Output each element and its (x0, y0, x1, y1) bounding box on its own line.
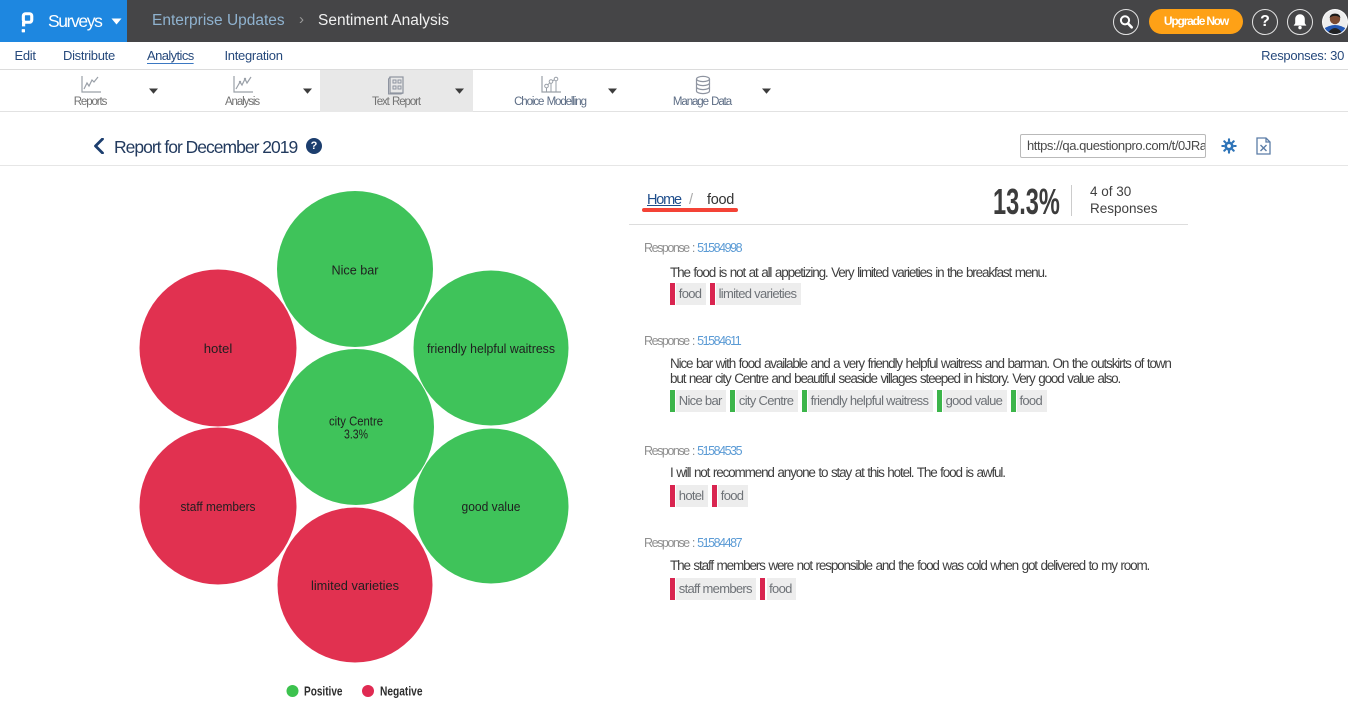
svg-text:city Centre: city Centre (329, 414, 383, 429)
svg-text:Nice bar: Nice bar (332, 263, 380, 278)
svg-text:hotel: hotel (204, 341, 233, 356)
svg-text:good value: good value (462, 499, 521, 514)
svg-text:staff members: staff members (181, 499, 256, 514)
svg-text:3.3%: 3.3% (344, 426, 368, 441)
svg-text:friendly helpful waitress: friendly helpful waitress (427, 341, 555, 356)
svg-text:Negative: Negative (380, 685, 423, 699)
svg-text:Positive: Positive (304, 685, 343, 699)
svg-text:limited varieties: limited varieties (311, 578, 399, 593)
